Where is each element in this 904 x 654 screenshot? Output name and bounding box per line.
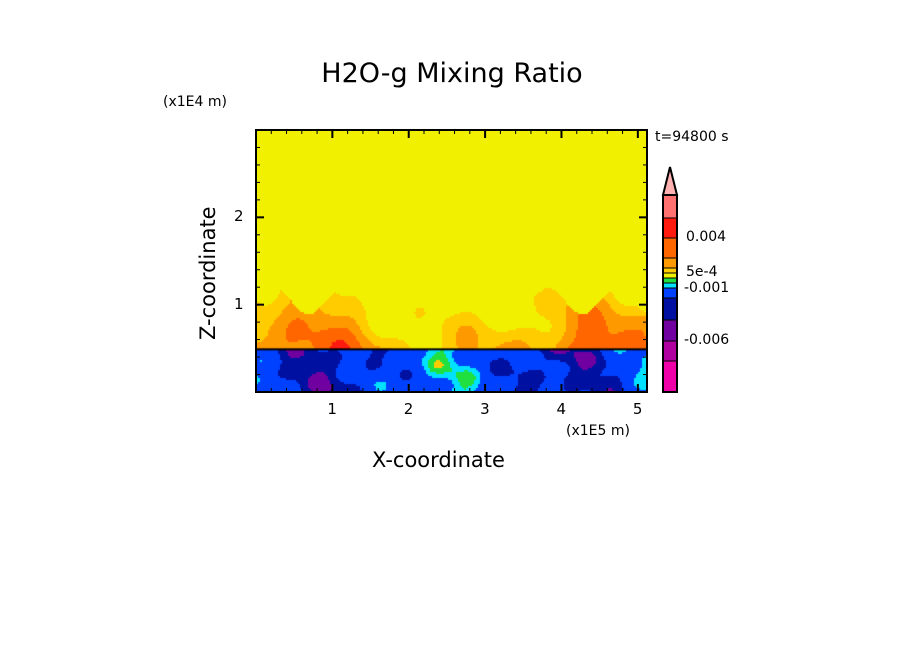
x-tick-label: 2	[403, 400, 414, 418]
colorbar-label: 0.004	[686, 229, 727, 245]
colorbar-segment	[662, 297, 678, 321]
contour-field	[256, 130, 647, 392]
colorbar-frame	[662, 194, 678, 393]
y-tick-label: 2	[234, 207, 244, 226]
colorbar-segment	[662, 282, 678, 289]
colorbar-extend-triangle	[661, 166, 679, 196]
plot-frame	[255, 129, 648, 393]
colorbar-segment	[662, 360, 678, 393]
colorbar-segment	[662, 267, 678, 274]
colorbar-segment	[662, 287, 678, 299]
colorbar-label: -0.006	[684, 332, 730, 348]
colorbar-label: -0.001	[684, 280, 730, 296]
colorbar-segment	[662, 277, 678, 284]
colorbar-segment	[662, 340, 678, 362]
y-tick-label: 1	[234, 294, 244, 313]
x-tick-label: 4	[556, 400, 567, 418]
colorbar-segment	[662, 272, 678, 279]
x-axis-label: X-coordinate	[372, 448, 505, 472]
colorbar-segment	[662, 217, 678, 239]
colorbar-label: 5e-4	[686, 264, 718, 280]
y-axis-unit: (x1E4 m)	[163, 94, 227, 110]
x-tick-label: 5	[632, 400, 643, 418]
colorbar-segment	[662, 237, 678, 259]
x-axis-unit: (x1E5 m)	[566, 423, 630, 439]
colorbar-segment	[662, 257, 678, 269]
colorbar-segment	[662, 319, 678, 342]
chart-title: H2O-g Mixing Ratio	[321, 58, 583, 89]
time-annotation: t=94800 s	[655, 129, 729, 145]
x-tick-label: 3	[480, 400, 490, 418]
x-tick-label: 1	[327, 400, 337, 418]
colorbar-segment	[662, 194, 678, 219]
